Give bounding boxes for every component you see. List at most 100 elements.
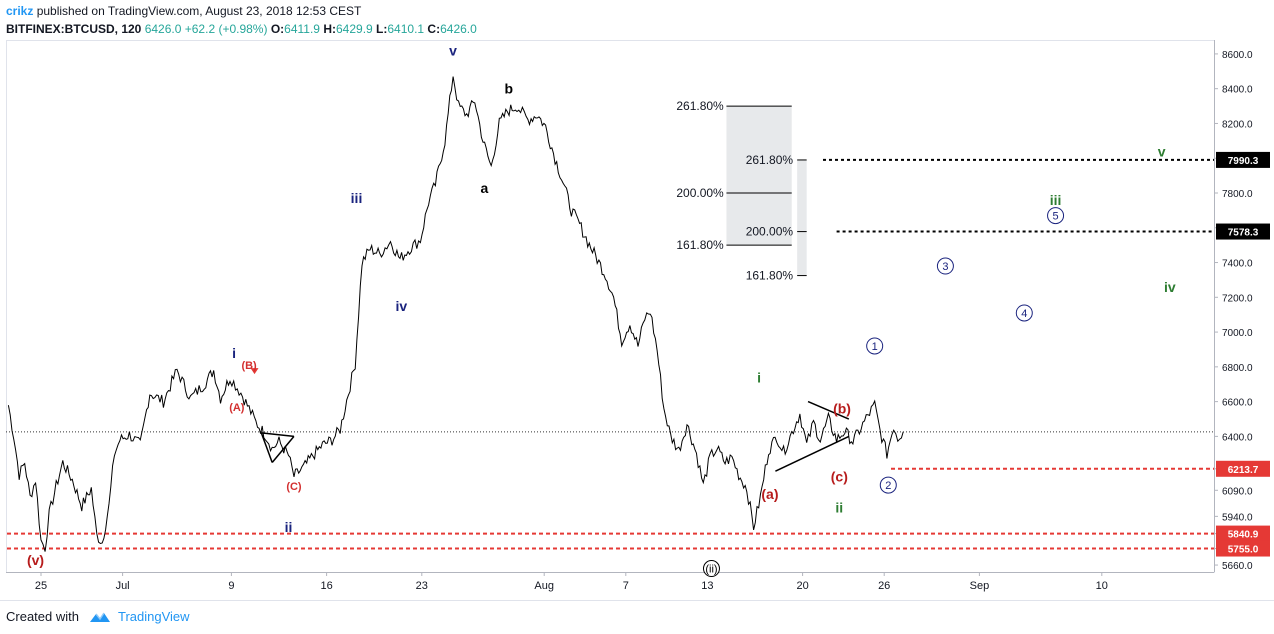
x-tick-label: Jul (116, 580, 130, 592)
publish-line: crikz published on TradingView.com, Augu… (6, 4, 361, 18)
ohlc-line: BITFINEX:BTCUSD, 120 6426.0 +62.2 (+0.98… (6, 22, 477, 36)
wave-label: (v) (27, 552, 44, 568)
x-tick-label: Aug (534, 580, 554, 592)
y-tick-label: 8200.0 (1222, 119, 1253, 130)
x-tick-label: 25 (35, 580, 47, 592)
price-level-badge (1216, 525, 1270, 542)
close-value: 6426.0 (440, 22, 477, 36)
y-tick-label: 6800.0 (1222, 363, 1253, 374)
price-level-label: 5840.9 (1228, 530, 1259, 541)
x-tick-label: 20 (796, 580, 808, 592)
wave-label: 3 (942, 261, 948, 273)
price-level-badge (1216, 540, 1270, 557)
plot-border (6, 40, 1215, 573)
wave-label: b (505, 81, 514, 97)
price-level-badge (1216, 151, 1270, 168)
wave-circle (866, 337, 884, 355)
fib-level-label: 200.00% (676, 186, 724, 200)
y-tick-label: 7400.0 (1222, 259, 1253, 270)
last-price: 6426.0 (144, 22, 182, 36)
tradingview-link[interactable]: TradingView (118, 609, 190, 624)
x-tick-label: 7 (623, 580, 629, 592)
x-tick-label: 16 (320, 580, 332, 592)
trend-line (271, 435, 295, 463)
wave-label: v (1158, 143, 1166, 159)
y-tick-label: 6600.0 (1222, 398, 1253, 409)
wave-circle (1047, 207, 1065, 225)
wave-label: (c) (831, 468, 848, 484)
trend-line (260, 432, 273, 463)
y-tick-label: 7200.0 (1222, 293, 1253, 304)
price-chart[interactable]: 8600.08400.08200.08000.07800.07600.07400… (6, 40, 1272, 600)
chart-header: crikz published on TradingView.com, Augu… (0, 0, 1274, 40)
wave-label: iv (1164, 279, 1176, 295)
y-tick-label: 8400.0 (1222, 85, 1253, 96)
tradingview-logo-icon (89, 612, 110, 622)
trend-line (807, 400, 850, 420)
price-level-label: 6213.7 (1228, 465, 1259, 476)
trend-line (775, 435, 850, 472)
wave-label: iii (351, 190, 363, 206)
close-label: C: (427, 22, 441, 36)
wave-label: v (449, 42, 457, 58)
open-label: O: (270, 22, 285, 36)
wave-label: i (757, 369, 761, 385)
y-tick-label: 7000.0 (1222, 328, 1253, 339)
y-tick-label: 5660.0 (1222, 561, 1253, 572)
open-value: 6411.9 (284, 22, 320, 36)
y-tick-label: 7800.0 (1222, 189, 1253, 200)
x-tick-label: Sep (970, 580, 990, 592)
y-tick-label: 8600.0 (1222, 50, 1253, 61)
high-label: H: (323, 22, 336, 36)
fib-level-label: 161.80% (676, 238, 724, 252)
x-tick-label: 9 (228, 580, 234, 592)
fib-level-label: 261.80% (676, 99, 724, 113)
wave-circle (936, 257, 954, 275)
wave-label: iv (396, 298, 408, 314)
y-tick-label: 6400.0 (1222, 432, 1253, 443)
down-arrow-icon (250, 368, 259, 375)
wave-label: ii (835, 500, 843, 516)
wave-label: (C) (286, 481, 302, 493)
wave-label: 5 (1052, 211, 1058, 223)
wave-circle (702, 560, 720, 578)
footer-credit: Created with TradingView (6, 609, 190, 624)
x-tick-label: 13 (701, 580, 713, 592)
wave-label: (a) (761, 486, 778, 502)
fib-zone-2 (797, 159, 807, 276)
wave-label: (ii) (705, 564, 717, 576)
wave-label: i (232, 345, 236, 361)
wave-label: 1 (872, 341, 878, 353)
price-level-label: 7990.3 (1228, 156, 1259, 167)
fib-level-label: 161.80% (746, 269, 794, 283)
x-tick-label: 26 (878, 580, 890, 592)
price-series-line (7, 76, 904, 552)
price-level-badge (1216, 460, 1270, 477)
price-level-label: 7578.3 (1228, 228, 1259, 239)
price-change: +62.2 (+0.98%) (184, 22, 268, 36)
wave-label: 4 (1021, 308, 1027, 320)
author-link[interactable]: crikz (6, 4, 34, 18)
chart-area[interactable]: 8600.08400.08200.08000.07800.07600.07400… (6, 40, 1272, 600)
wave-circle (879, 476, 897, 494)
published-text: published on TradingView.com, August 23,… (36, 4, 362, 18)
fib-level-label: 261.80% (746, 153, 794, 167)
footer: Created with TradingView (0, 600, 1274, 634)
trend-line (261, 432, 295, 438)
fib-level-label: 200.00% (746, 225, 794, 239)
wave-label: a (480, 180, 488, 196)
wave-circle (1015, 304, 1033, 322)
high-value: 6429.9 (336, 22, 373, 36)
symbol-label: BITFINEX:BTCUSD, 120 (6, 22, 142, 36)
low-value: 6410.1 (387, 22, 425, 36)
wave-label: (B) (241, 360, 257, 372)
created-with-text: Created with (6, 609, 79, 624)
low-label: L: (376, 22, 388, 36)
wave-label: ii (285, 519, 293, 535)
wave-label: (b) (833, 401, 851, 417)
fib-zone-1 (726, 106, 792, 246)
x-tick-label: 23 (416, 580, 428, 592)
y-tick-label: 5940.0 (1222, 512, 1253, 523)
wave-label: (A) (229, 402, 245, 414)
price-level-label: 5755.0 (1228, 545, 1259, 556)
